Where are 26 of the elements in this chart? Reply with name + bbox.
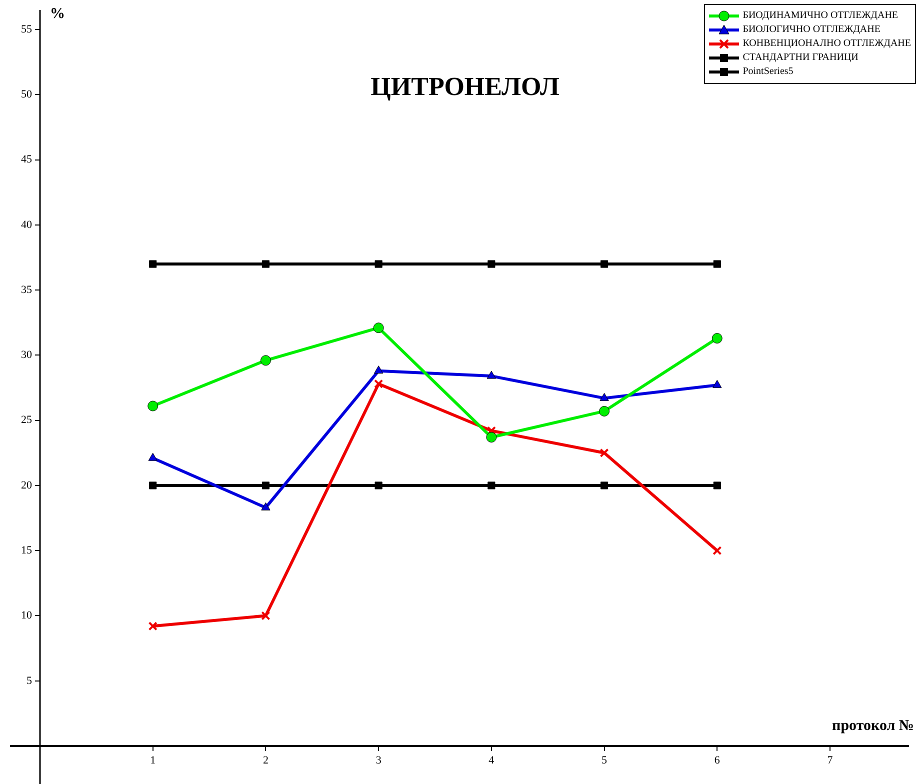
x-tick-label: 7 <box>827 754 834 766</box>
y-tick-label: 15 <box>21 544 32 556</box>
x-axis-title: протокол № <box>832 718 914 735</box>
x-tick-label: 3 <box>376 754 382 766</box>
legend-label: КОНВЕНЦИОНАЛНО ОТГЛЕЖДАНЕ <box>742 38 911 50</box>
x-tick-label: 2 <box>262 754 268 766</box>
x-tick-label: 1 <box>150 754 156 766</box>
y-tick-label: 25 <box>21 414 32 426</box>
legend-label: СТАНДАРТНИ ГРАНИЦИ <box>742 52 858 64</box>
legend-label: БИОЛОГИЧНО ОТГЛЕЖДАНЕ <box>742 24 880 36</box>
y-tick-label: 45 <box>21 154 32 166</box>
y-axis-title: % <box>50 6 65 23</box>
x-tick-label: 6 <box>714 754 720 766</box>
y-tick-label: 30 <box>21 349 32 362</box>
y-tick-label: 55 <box>21 23 32 36</box>
y-tick-label: 10 <box>21 610 32 622</box>
y-tick-label: 5 <box>26 674 32 687</box>
x-tick-label: 4 <box>488 754 495 766</box>
legend-label: БИОДИНАМИЧНО ОТГЛЕЖДАНЕ <box>742 10 898 22</box>
legend-label: PointSeries5 <box>742 66 794 78</box>
y-tick-label: 50 <box>21 88 32 101</box>
x-tick-label: 5 <box>602 754 608 766</box>
y-tick-label: 40 <box>21 218 32 231</box>
y-tick-label: 35 <box>21 284 32 296</box>
text: ЦИТРОНЕЛОЛ <box>370 72 560 102</box>
y-tick-label: 20 <box>21 479 32 492</box>
